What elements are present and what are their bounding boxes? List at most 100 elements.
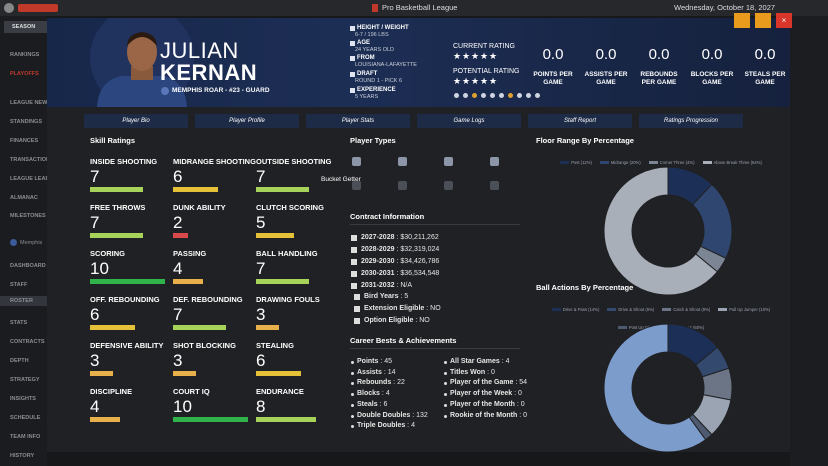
sidebar-item[interactable]: ROSTER [0, 296, 47, 306]
donut-chart [603, 166, 733, 296]
info-label: AGE [357, 40, 371, 46]
season: 2027-2028 [361, 234, 395, 241]
sidebar-item[interactable]: ALMANAC [10, 195, 38, 201]
sidebar-item[interactable]: STANDINGS [10, 119, 42, 125]
rating-star: ★ [453, 76, 462, 86]
skill-value: 2 [173, 213, 183, 232]
sidebar-item[interactable]: HISTORY [10, 453, 35, 459]
detail-value: 6 [383, 400, 388, 408]
skill-value: 10 [90, 259, 109, 278]
stat-value: 0.0 [648, 46, 670, 63]
legend-swatch [551, 308, 561, 311]
skill-name: OFF. REBOUNDING [90, 295, 160, 304]
detail-row: Player of the Week : 0 [450, 390, 522, 398]
sidebar-team[interactable]: Memphis [20, 240, 43, 246]
tab[interactable]: Player Profile [195, 114, 299, 128]
detail-value: NO [419, 317, 430, 324]
badge-icon [508, 93, 513, 98]
tab[interactable]: Ratings Progression [639, 114, 743, 128]
info-label: HEIGHT / WEIGHT [357, 25, 409, 31]
detail-label: Bird Years [364, 293, 399, 300]
detail-label: Titles Won [450, 368, 486, 376]
sidebar-item[interactable]: CONTRACTS [10, 339, 45, 345]
contract-year: 2029-2030 : $34,426,786 [361, 258, 440, 265]
donut-slice [603, 166, 719, 296]
league-icon [372, 4, 378, 12]
row-icon [351, 271, 357, 277]
background-page [790, 16, 828, 466]
skill-value: 6 [173, 167, 183, 186]
info-icon [350, 56, 355, 61]
legend-item: Drive & Pass (14%) [551, 298, 599, 316]
sidebar-item[interactable]: MILESTONES [10, 213, 46, 219]
skill-bar [90, 325, 135, 330]
skill-name: OUTSIDE SHOOTING [256, 157, 332, 166]
info-value: ROUND 1 - PICK 6 [355, 78, 403, 84]
donut-chart [603, 323, 733, 452]
legend-item: Corner Three (4%) [648, 151, 695, 169]
close-button[interactable]: × [776, 13, 792, 28]
sidebar-item[interactable]: STATS [10, 320, 28, 326]
detail-value: 5 [404, 293, 409, 300]
contract-year: 2030-2031 : $36,534,548 [361, 270, 440, 277]
legend-item: Midrange (20%) [599, 151, 641, 169]
info-value: 24 YEARS OLD [355, 47, 395, 53]
detail-label: Steals [357, 400, 378, 408]
legend-item: Post (12%) [560, 151, 592, 169]
expand-button[interactable] [734, 13, 750, 28]
sidebar-item[interactable]: SCHEDULE [10, 415, 41, 421]
amount: $34,426,786 [400, 258, 440, 265]
type-icon [398, 181, 407, 190]
skill-name: INSIDE SHOOTING [90, 157, 158, 166]
row-icon [351, 247, 357, 253]
sidebar-item[interactable]: DEPTH [10, 358, 29, 364]
detail-value: 4 [411, 422, 415, 430]
legend-swatch [702, 161, 712, 164]
rating-star: ★ [480, 51, 489, 61]
detail-row: Triple Doubles : 4 [357, 422, 415, 430]
row-icon [354, 318, 360, 324]
sidebar-item[interactable]: DASHBOARD [10, 263, 46, 269]
tab[interactable]: Game Logs [417, 114, 521, 128]
sidebar-item[interactable]: RANKINGS [10, 52, 40, 58]
sidebar-item[interactable]: INSIGHTS [10, 396, 36, 402]
tab[interactable]: Staff Report [528, 114, 632, 128]
sidebar: SEASON RANKINGS PLAYOFFS LEAGUE NEWS STANDIN… [0, 16, 47, 466]
sidebar-item[interactable]: STRATEGY [10, 377, 40, 383]
sidebar-item[interactable]: LEAGUE NEWS [10, 100, 47, 106]
stat-label: REBOUNDS PER GAME [640, 71, 678, 86]
sidebar-section[interactable]: SEASON [4, 21, 47, 33]
detail-row: Player of the Game : 54 [450, 379, 528, 387]
add-button[interactable] [755, 13, 771, 28]
info-icon [350, 41, 355, 46]
legend-swatch [607, 308, 617, 311]
detail-value: 22 [397, 379, 405, 387]
detail-row: All Star Games : 4 [450, 358, 510, 365]
stat-value: 0.0 [754, 46, 776, 63]
skill-value: 10 [173, 397, 192, 416]
legend-swatch [648, 161, 658, 164]
tab[interactable]: Player Stats [306, 114, 410, 128]
badge-icon [490, 93, 495, 98]
sidebar-item[interactable]: STAFF [10, 282, 28, 288]
sidebar-item[interactable]: PLAYOFFS [10, 71, 39, 77]
skill-value: 7 [90, 213, 100, 232]
rating-star: ★ [453, 51, 462, 61]
type-icon [490, 157, 499, 166]
sidebar-item[interactable]: FINANCES [10, 138, 39, 144]
detail-row: Steals : 6 [357, 400, 388, 408]
back-button[interactable] [4, 3, 14, 13]
season: 2030-2031 [361, 270, 395, 277]
detail-value: 4 [385, 390, 390, 398]
rating-star: ★ [471, 76, 480, 86]
skill-bar [173, 233, 188, 238]
sidebar-item[interactable]: TEAM INFO [10, 434, 41, 440]
sidebar-item[interactable]: TRANSACTIONS [10, 157, 47, 163]
skill-bar [90, 233, 143, 238]
legend-item: Catch & Shoot (8%) [662, 298, 710, 316]
sidebar-item[interactable]: LEAGUE LEADERS [10, 176, 47, 182]
tab[interactable]: Player Bio [84, 114, 188, 128]
rating-label: POTENTIAL RATING [453, 68, 520, 75]
last-name: KERNAN [160, 60, 258, 85]
player-portrait [90, 18, 194, 107]
